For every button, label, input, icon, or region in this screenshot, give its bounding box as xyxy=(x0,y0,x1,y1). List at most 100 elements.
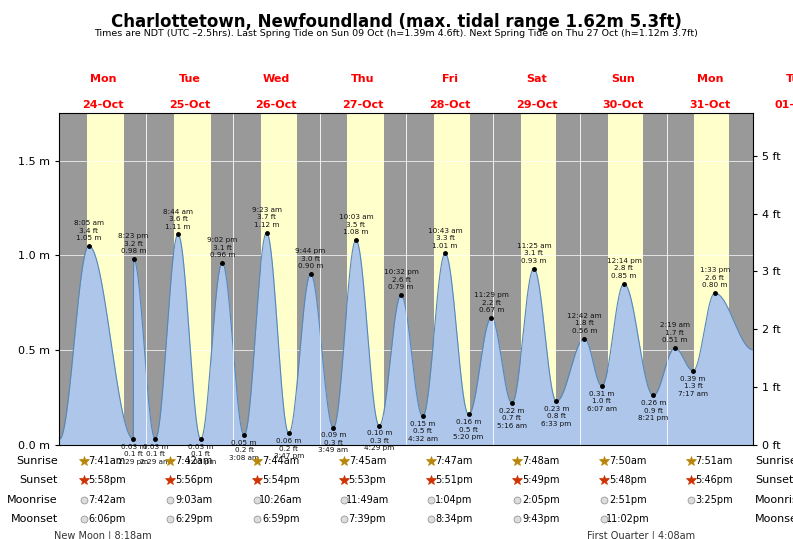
Text: Sat: Sat xyxy=(526,73,547,84)
Text: 12:14 pm
2.8 ft
0.85 m: 12:14 pm 2.8 ft 0.85 m xyxy=(607,258,642,279)
Text: 0.09 m
0.3 ft
3:49 am: 0.09 m 0.3 ft 3:49 am xyxy=(318,432,348,453)
Text: 2:05pm: 2:05pm xyxy=(522,495,560,505)
Text: 3:25pm: 3:25pm xyxy=(695,495,734,505)
Text: 01-Nov: 01-Nov xyxy=(775,100,793,110)
Text: 29-Oct: 29-Oct xyxy=(515,100,557,110)
Text: 11:02pm: 11:02pm xyxy=(606,514,649,524)
Bar xyxy=(580,113,667,445)
Text: 7:41am: 7:41am xyxy=(89,456,126,466)
Text: 8:05 am
3.4 ft
1.05 m: 8:05 am 3.4 ft 1.05 m xyxy=(74,220,104,241)
Text: Sunrise: Sunrise xyxy=(755,456,793,466)
Text: 12:42 am
1.8 ft
0.56 m: 12:42 am 1.8 ft 0.56 m xyxy=(567,313,602,334)
Text: 8:34pm: 8:34pm xyxy=(435,514,473,524)
Text: 7:44am: 7:44am xyxy=(262,456,299,466)
Text: 0.39 m
1.3 ft
7:17 am: 0.39 m 1.3 ft 7:17 am xyxy=(678,376,708,397)
Text: 7:47am: 7:47am xyxy=(435,456,473,466)
Text: 0.03 m
0.1 ft
2:29 am: 0.03 m 0.1 ft 2:29 am xyxy=(140,444,170,465)
Text: 11:49am: 11:49am xyxy=(346,495,389,505)
Text: 9:23 am
3.7 ft
1.12 m: 9:23 am 3.7 ft 1.12 m xyxy=(251,207,282,228)
Text: Moonset: Moonset xyxy=(755,514,793,524)
Bar xyxy=(406,113,493,445)
Text: 7:51am: 7:51am xyxy=(695,456,733,466)
Text: 0.23 m
0.8 ft
6:33 pm: 0.23 m 0.8 ft 6:33 pm xyxy=(542,406,572,427)
Bar xyxy=(87,113,125,445)
Text: 10:03 am
3.5 ft
1.08 m: 10:03 am 3.5 ft 1.08 m xyxy=(339,215,374,236)
Bar xyxy=(521,113,556,445)
Text: First Quarter | 4:08am: First Quarter | 4:08am xyxy=(587,530,695,539)
Text: Fri: Fri xyxy=(442,73,458,84)
Text: 2:51pm: 2:51pm xyxy=(609,495,646,505)
Text: 0.31 m
1.0 ft
6:07 am: 0.31 m 1.0 ft 6:07 am xyxy=(587,391,617,412)
Text: 8:44 am
3.6 ft
1.11 m: 8:44 am 3.6 ft 1.11 m xyxy=(163,209,193,230)
Text: 5:49pm: 5:49pm xyxy=(522,475,560,485)
Text: 5:54pm: 5:54pm xyxy=(262,475,300,485)
Text: 7:45am: 7:45am xyxy=(349,456,386,466)
Text: 7:48am: 7:48am xyxy=(523,456,560,466)
Text: 7:42am: 7:42am xyxy=(175,456,213,466)
Text: 26-Oct: 26-Oct xyxy=(255,100,297,110)
Text: 5:48pm: 5:48pm xyxy=(609,475,646,485)
Text: Moonset: Moonset xyxy=(10,514,58,524)
Text: 31-Oct: 31-Oct xyxy=(689,100,730,110)
Text: Tue: Tue xyxy=(786,73,793,84)
Text: Tue: Tue xyxy=(178,73,201,84)
Text: 25-Oct: 25-Oct xyxy=(169,100,210,110)
Bar xyxy=(667,113,753,445)
Text: Thu: Thu xyxy=(351,73,375,84)
Text: 5:58pm: 5:58pm xyxy=(88,475,126,485)
Text: 5:51pm: 5:51pm xyxy=(435,475,473,485)
Text: 2:19 am
1.7 ft
0.51 m: 2:19 am 1.7 ft 0.51 m xyxy=(660,322,690,343)
Text: Sunset: Sunset xyxy=(755,475,793,485)
Text: 11:29 pm
2.2 ft
0.67 m: 11:29 pm 2.2 ft 0.67 m xyxy=(474,292,509,313)
Text: 7:39pm: 7:39pm xyxy=(349,514,386,524)
Text: 9:44 pm
3.0 ft
0.90 m: 9:44 pm 3.0 ft 0.90 m xyxy=(296,248,326,270)
Text: 10:43 am
3.3 ft
1.01 m: 10:43 am 3.3 ft 1.01 m xyxy=(428,227,462,248)
Bar xyxy=(233,113,320,445)
Text: 0.22 m
0.7 ft
5:16 am: 0.22 m 0.7 ft 5:16 am xyxy=(497,407,527,429)
Text: Moonrise: Moonrise xyxy=(7,495,58,505)
Text: 1:04pm: 1:04pm xyxy=(435,495,473,505)
Bar xyxy=(695,113,730,445)
Text: Wed: Wed xyxy=(262,73,290,84)
Text: 27-Oct: 27-Oct xyxy=(343,100,384,110)
Text: 28-Oct: 28-Oct xyxy=(429,100,470,110)
Text: 0.10 m
0.3 ft
4:29 pm: 0.10 m 0.3 ft 4:29 pm xyxy=(364,431,394,452)
Text: 10:32 pm
2.6 ft
0.79 m: 10:32 pm 2.6 ft 0.79 m xyxy=(384,270,419,291)
Bar xyxy=(174,113,211,445)
Text: 0.03 m
0.1 ft
3:07 pm: 0.03 m 0.1 ft 3:07 pm xyxy=(186,444,216,465)
Text: 6:59pm: 6:59pm xyxy=(262,514,300,524)
Text: New Moon | 8:18am: New Moon | 8:18am xyxy=(54,530,151,539)
Text: 5:53pm: 5:53pm xyxy=(349,475,386,485)
Text: 0.03 m
0.1 ft
2:29 pm: 0.03 m 0.1 ft 2:29 pm xyxy=(118,444,148,465)
Bar xyxy=(261,113,297,445)
Text: 10:26am: 10:26am xyxy=(259,495,302,505)
Text: 0.06 m
0.2 ft
3:47 pm: 0.06 m 0.2 ft 3:47 pm xyxy=(274,438,304,459)
Text: 0.05 m
0.2 ft
3:08 am: 0.05 m 0.2 ft 3:08 am xyxy=(229,440,259,461)
Text: 9:43pm: 9:43pm xyxy=(522,514,560,524)
Bar xyxy=(493,113,580,445)
Text: 9:02 pm
3.1 ft
0.96 m: 9:02 pm 3.1 ft 0.96 m xyxy=(207,237,237,258)
Text: 30-Oct: 30-Oct xyxy=(603,100,644,110)
Text: 9:03am: 9:03am xyxy=(175,495,213,505)
Text: Sunrise: Sunrise xyxy=(16,456,58,466)
Text: 11:25 am
3.1 ft
0.93 m: 11:25 am 3.1 ft 0.93 m xyxy=(516,243,551,264)
Bar xyxy=(320,113,406,445)
Text: 5:46pm: 5:46pm xyxy=(695,475,733,485)
Text: Mon: Mon xyxy=(697,73,723,84)
Text: 0.16 m
0.5 ft
5:20 pm: 0.16 m 0.5 ft 5:20 pm xyxy=(454,419,484,440)
Text: Moonrise: Moonrise xyxy=(755,495,793,505)
Text: 0.26 m
0.9 ft
8:21 pm: 0.26 m 0.9 ft 8:21 pm xyxy=(638,400,668,421)
Bar xyxy=(146,113,233,445)
Text: 24-Oct: 24-Oct xyxy=(82,100,124,110)
Text: Sunset: Sunset xyxy=(19,475,58,485)
Bar xyxy=(347,113,384,445)
Bar xyxy=(59,113,146,445)
Bar xyxy=(434,113,470,445)
Text: 1:33 pm
2.6 ft
0.80 m: 1:33 pm 2.6 ft 0.80 m xyxy=(699,267,730,288)
Text: 7:50am: 7:50am xyxy=(609,456,646,466)
Text: 7:42am: 7:42am xyxy=(89,495,126,505)
Text: Sun: Sun xyxy=(611,73,635,84)
Text: 6:06pm: 6:06pm xyxy=(89,514,126,524)
Bar xyxy=(607,113,643,445)
Text: 8:23 pm
3.2 ft
0.98 m: 8:23 pm 3.2 ft 0.98 m xyxy=(118,233,148,254)
